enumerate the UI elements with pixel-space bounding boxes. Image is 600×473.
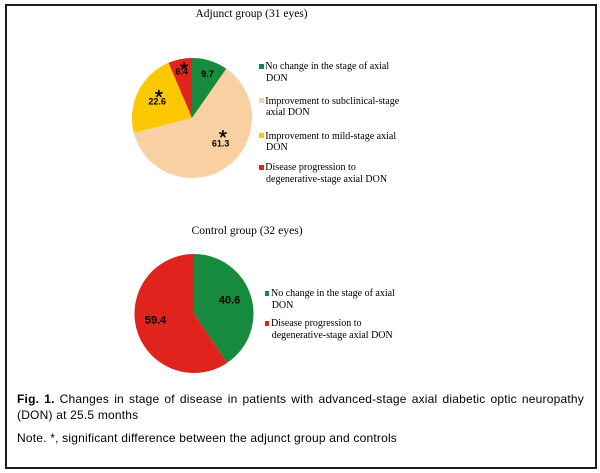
svg-text:61.3: 61.3 xyxy=(212,138,230,148)
svg-text:40.6: 40.6 xyxy=(219,295,240,307)
svg-text:59.4: 59.4 xyxy=(145,314,167,326)
svg-text:22.6: 22.6 xyxy=(148,96,166,106)
svg-text:6.4: 6.4 xyxy=(176,67,189,77)
svg-text:9.7: 9.7 xyxy=(201,69,214,79)
